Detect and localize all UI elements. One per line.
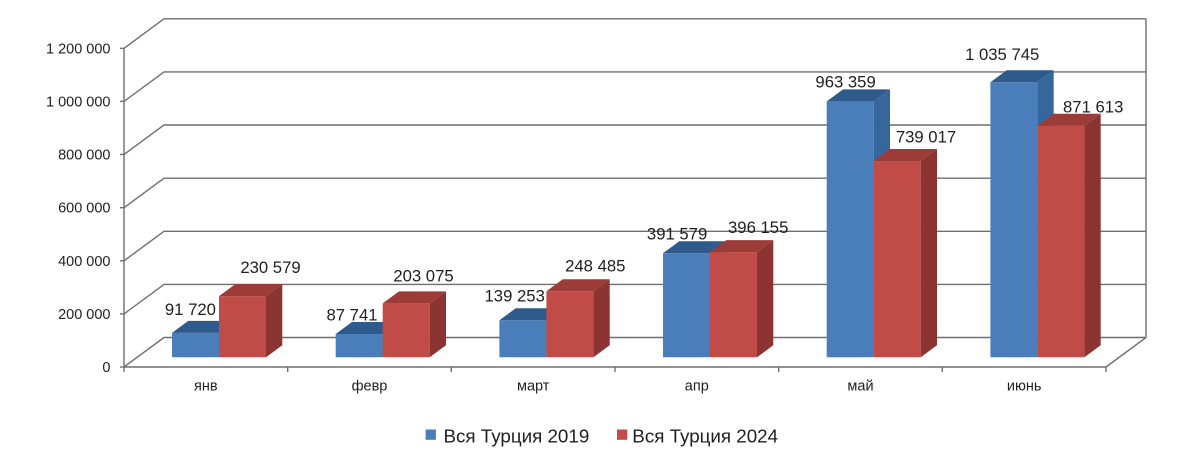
svg-text:1 200 000: 1 200 000 (46, 41, 111, 57)
svg-text:200 000: 200 000 (58, 307, 110, 323)
svg-text:230 579: 230 579 (240, 258, 300, 277)
svg-text:391 579: 391 579 (647, 225, 707, 244)
svg-text:871 613: 871 613 (1063, 98, 1123, 117)
svg-text:май: май (847, 379, 873, 395)
svg-text:87 741: 87 741 (326, 305, 377, 324)
svg-text:800 000: 800 000 (58, 148, 110, 164)
svg-text:янв: янв (194, 379, 218, 395)
svg-text:Вся Турция 2019: Вся Турция 2019 (444, 426, 590, 447)
svg-text:февр: февр (352, 379, 388, 395)
svg-text:июнь: июнь (1007, 379, 1042, 395)
svg-text:апр: апр (685, 379, 709, 395)
svg-text:139 253: 139 253 (485, 287, 545, 306)
svg-text:0: 0 (102, 360, 110, 376)
svg-text:203 075: 203 075 (393, 267, 453, 286)
svg-text:600 000: 600 000 (58, 201, 110, 217)
svg-text:март: март (517, 379, 550, 395)
svg-text:396 155: 396 155 (728, 218, 788, 237)
svg-text:91 720: 91 720 (165, 300, 216, 319)
svg-text:1 035 745: 1 035 745 (965, 45, 1039, 64)
svg-text:248 485: 248 485 (565, 257, 625, 276)
svg-text:Вся Турция 2024: Вся Турция 2024 (632, 426, 778, 447)
svg-text:739 017: 739 017 (896, 127, 956, 146)
svg-text:400 000: 400 000 (58, 254, 110, 270)
svg-text:963 359: 963 359 (815, 73, 875, 92)
svg-text:1 000 000: 1 000 000 (46, 94, 111, 110)
